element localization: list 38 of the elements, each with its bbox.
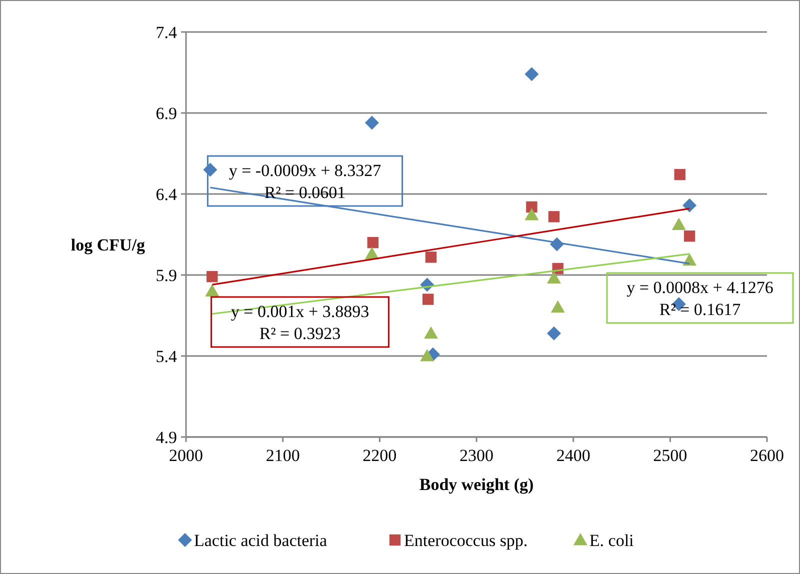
point [364,116,379,130]
point [526,201,538,213]
y-tick-label: 6.4 [156,185,178,204]
point [205,284,220,296]
legend-label: E. coli [589,531,634,550]
x-tick-label: 2300 [460,446,494,465]
point [206,271,218,282]
x-tick-label: 2200 [362,446,397,465]
point [424,326,438,339]
point [425,252,437,263]
point [546,326,561,340]
point [367,237,378,248]
annotation: y = 0.0008x + 4.1276 R² = 0.1617 [626,278,774,319]
x-tick-label: 2600 [750,446,784,465]
point [422,294,434,305]
y-tick-label: 6.9 [156,104,177,123]
y-tick-label: 5.4 [156,347,178,366]
point [548,211,560,222]
x-tick-label: 2000 [169,446,203,465]
y-tick-label: 5.9 [156,266,177,285]
y-tick-label: 4.9 [156,428,177,447]
point [684,230,696,242]
legend-label: Enterococcus spp. [404,531,528,550]
x-tick-label: 2100 [266,446,300,465]
x-tick-label: 2500 [653,446,688,465]
x-tick-label: 2400 [556,446,590,465]
point [550,300,565,313]
x-axis-title: Body weight (g) [419,475,534,494]
point [682,198,697,212]
point [672,218,686,230]
legend-label: Lactic acid bacteria [194,531,328,550]
y-tick-label: 7.4 [156,23,178,42]
point [674,168,686,180]
point [420,349,434,362]
y-axis-title: log CFU/g [70,236,146,254]
point [524,208,539,220]
point [546,271,561,284]
point [524,67,539,82]
